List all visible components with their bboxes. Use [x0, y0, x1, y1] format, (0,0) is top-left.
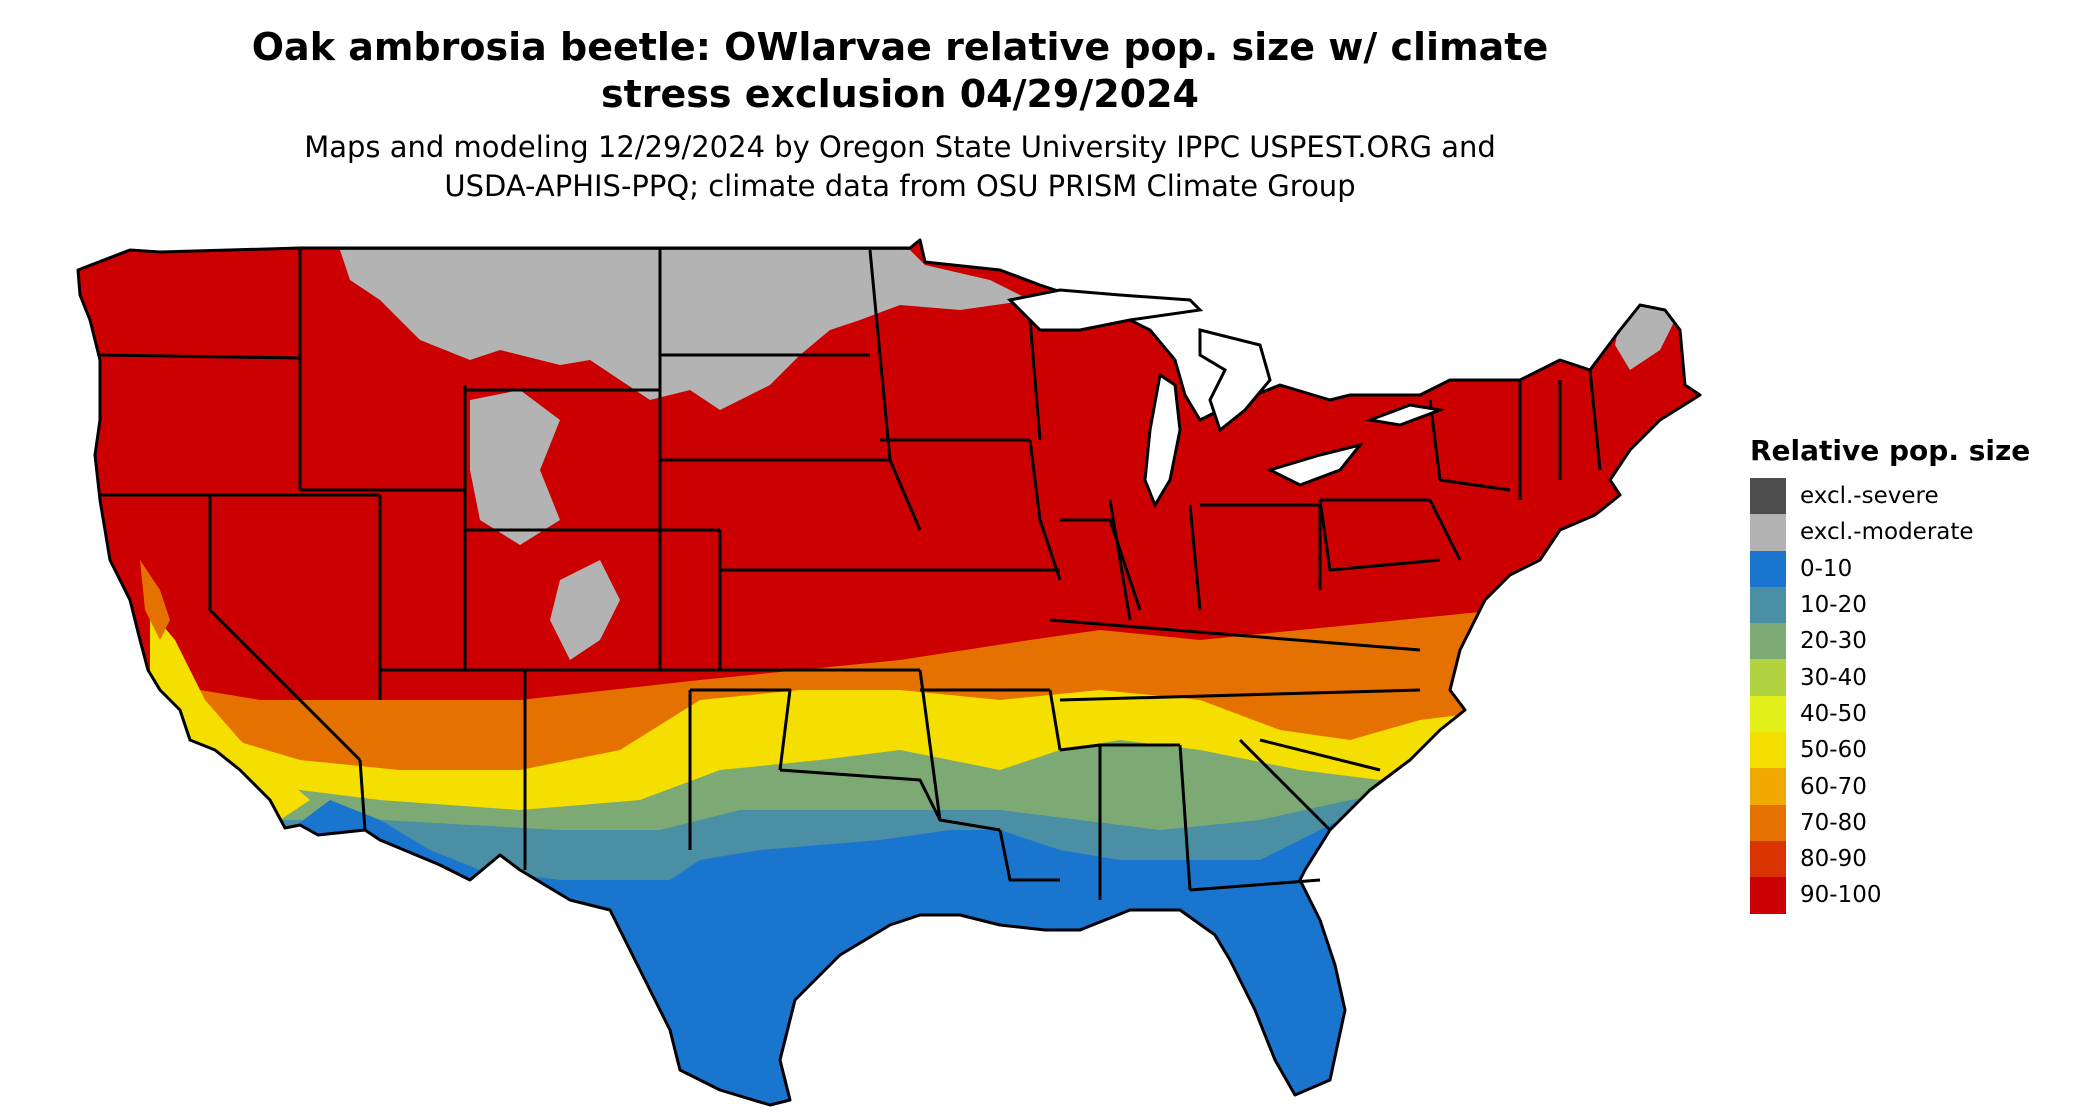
legend-swatch	[1750, 877, 1786, 914]
country-outline	[76, 238, 1702, 1107]
legend-item: 0-10	[1750, 550, 2090, 587]
fill-ca-orange	[140, 560, 170, 640]
excl-moderate-north	[340, 250, 1030, 410]
legend-item: 10-20	[1750, 586, 2090, 624]
title-line-1: Oak ambrosia beetle: OWlarvae relative p…	[251, 25, 1549, 69]
legend-title: Relative pop. size	[1750, 434, 2031, 467]
excl-moderate-wyoming	[470, 390, 560, 545]
lake-ontario	[1364, 403, 1446, 427]
legend-swatch	[1750, 768, 1786, 805]
lake-erie	[1265, 442, 1364, 487]
great-lakes	[1006, 288, 1446, 509]
title-line-2: stress exclusion 04/29/2024	[601, 72, 1199, 116]
legend-label: 30-40	[1800, 664, 1867, 691]
legend-item: excl.-moderate	[1750, 514, 2090, 551]
population-fill	[78, 240, 1700, 1105]
legend-item: 60-70	[1750, 768, 2090, 805]
us-map	[76, 238, 1702, 1107]
legend-swatch	[1750, 478, 1786, 515]
legend-label: 80-90	[1800, 846, 1867, 873]
legend-swatch	[1750, 695, 1786, 733]
legend-swatch	[1750, 804, 1786, 841]
legend: Relative pop. size excl.-severe excl.-mod…	[1750, 434, 2090, 914]
lake-superior	[1006, 288, 1204, 332]
legend-label: 70-80	[1800, 809, 1867, 836]
legend-item: 20-30	[1750, 623, 2090, 660]
lake-huron	[1198, 328, 1272, 433]
subtitle-line-1: Maps and modeling 12/29/2024 by Oregon S…	[304, 130, 1496, 164]
legend-label: 0-10	[1800, 555, 1853, 582]
legend-label: 20-30	[1800, 628, 1867, 655]
map-subtitle: Maps and modeling 12/29/2024 by Oregon S…	[80, 128, 1720, 206]
legend-label: excl.-moderate	[1800, 519, 1974, 546]
legend-label: 40-50	[1800, 700, 1867, 727]
legend-item: 50-60	[1750, 732, 2090, 769]
legend-items: excl.-severe excl.-moderate 0-10 10-20 20-30…	[1750, 478, 2090, 914]
legend-item: excl.-severe	[1750, 478, 2090, 515]
legend-swatch	[1750, 659, 1786, 696]
legend-label: 50-60	[1800, 737, 1867, 764]
state-borders	[76, 238, 1702, 1107]
legend-item: 30-40	[1750, 659, 2090, 696]
fill-ca-yellow	[150, 610, 310, 820]
legend-item: 70-80	[1750, 804, 2090, 841]
excl-moderate-colorado	[550, 560, 620, 660]
legend-swatch	[1750, 586, 1786, 624]
legend-item: 90-100	[1750, 877, 2090, 914]
legend-item: 80-90	[1750, 840, 2090, 878]
legend-swatch	[1750, 732, 1786, 769]
legend-label: excl.-severe	[1800, 483, 1939, 510]
legend-item: 40-50	[1750, 695, 2090, 733]
fill-20-30	[78, 740, 1700, 1105]
map-title: Oak ambrosia beetle: OWlarvae relative p…	[80, 24, 1720, 118]
legend-label: 10-20	[1800, 592, 1867, 619]
legend-swatch	[1750, 514, 1786, 551]
subtitle-line-2: USDA-APHIS-PPQ; climate data from OSU PR…	[444, 169, 1356, 203]
legend-swatch	[1750, 840, 1786, 878]
legend-label: 90-100	[1800, 882, 1882, 909]
legend-swatch	[1750, 623, 1786, 660]
legend-label: 60-70	[1800, 773, 1867, 800]
legend-swatch	[1750, 550, 1786, 587]
lake-michigan	[1143, 372, 1182, 509]
